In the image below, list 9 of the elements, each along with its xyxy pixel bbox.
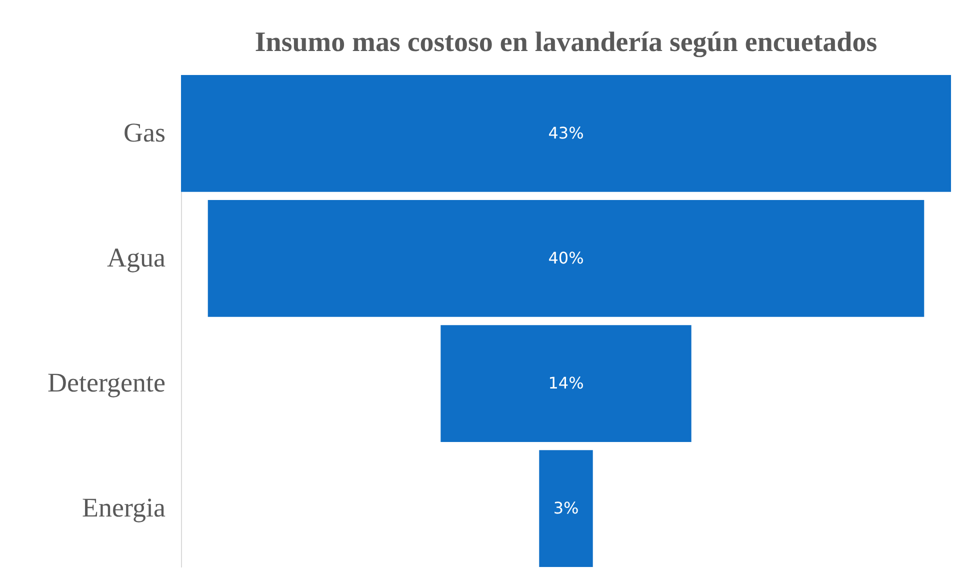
category-label: Agua xyxy=(107,242,166,272)
text: Insumo mas costoso en lavandería según encuetados xyxy=(254,27,878,58)
data-label: 43% xyxy=(548,123,584,142)
data-label: 40% xyxy=(548,248,584,268)
data-label: 14% xyxy=(548,374,584,393)
data-label: 3% xyxy=(553,498,579,518)
category-label: Gas xyxy=(124,117,166,148)
category-label: Energia xyxy=(82,492,166,523)
category-label: Detergente xyxy=(48,368,166,398)
